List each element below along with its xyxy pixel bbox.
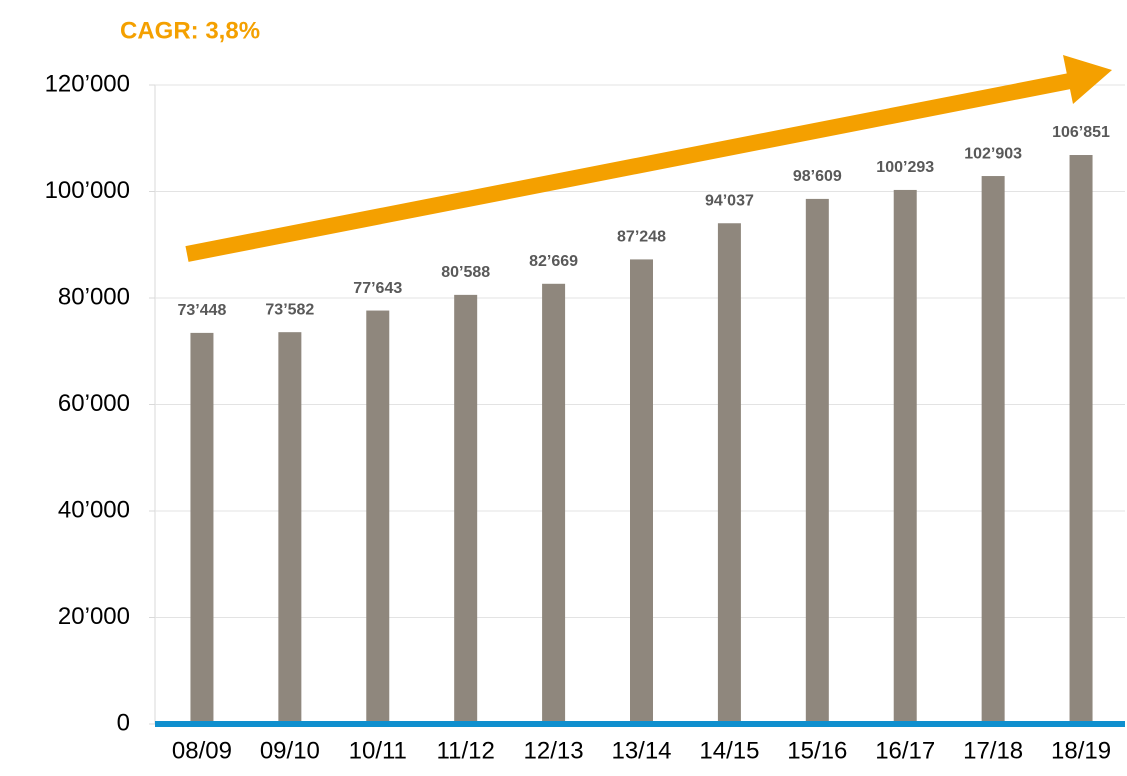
- cagr-annotation: CAGR: 3,8%: [120, 17, 260, 44]
- y-tick-label: 20’000: [58, 603, 130, 630]
- bar: [190, 332, 214, 724]
- x-tick-label: 11/12: [437, 737, 495, 764]
- trend-arrow: [185, 55, 1112, 262]
- value-label: 73’582: [265, 301, 314, 318]
- bar: [981, 176, 1005, 725]
- value-label: 102’903: [964, 145, 1022, 162]
- bar: [717, 223, 741, 724]
- x-tick-label: 08/09: [172, 737, 232, 764]
- value-label: 80’588: [441, 264, 490, 281]
- bar: [542, 283, 566, 724]
- x-tick-label: 13/14: [611, 737, 671, 764]
- bar: [1069, 155, 1093, 724]
- y-tick-label: 60’000: [58, 390, 130, 417]
- value-label: 82’669: [529, 253, 578, 270]
- bar: [805, 198, 829, 724]
- x-tick-label: 16/17: [875, 737, 935, 764]
- value-label: 73’448: [177, 302, 226, 319]
- arrow-head: [1063, 55, 1112, 104]
- bar: [893, 189, 917, 725]
- x-tick-label: 10/11: [349, 737, 407, 764]
- bar: [630, 259, 653, 724]
- y-tick-label: 0: [117, 709, 130, 736]
- value-label: 98’609: [793, 168, 842, 185]
- value-label: 77’643: [353, 280, 402, 297]
- x-tick-label: 09/10: [260, 737, 320, 764]
- y-tick-label: 100’000: [45, 177, 130, 204]
- bar: [366, 310, 390, 724]
- x-tick-label: 15/16: [787, 737, 847, 764]
- y-tick-label: 40’000: [58, 496, 130, 523]
- value-label: 106’851: [1052, 124, 1110, 141]
- value-label: 87’248: [617, 229, 666, 246]
- x-tick-label: 18/19: [1051, 737, 1111, 764]
- bar: [454, 294, 478, 724]
- arrow-shaft: [185, 73, 1072, 262]
- x-tick-label: 12/13: [524, 737, 584, 764]
- y-tick-label: 120’000: [45, 70, 130, 97]
- x-tick-label: 17/18: [963, 737, 1023, 764]
- bar: [278, 332, 302, 724]
- value-label: 100’293: [876, 159, 934, 176]
- y-tick-label: 80’000: [58, 283, 130, 310]
- value-label: 94’037: [705, 192, 754, 209]
- x-tick-label: 14/15: [699, 737, 759, 764]
